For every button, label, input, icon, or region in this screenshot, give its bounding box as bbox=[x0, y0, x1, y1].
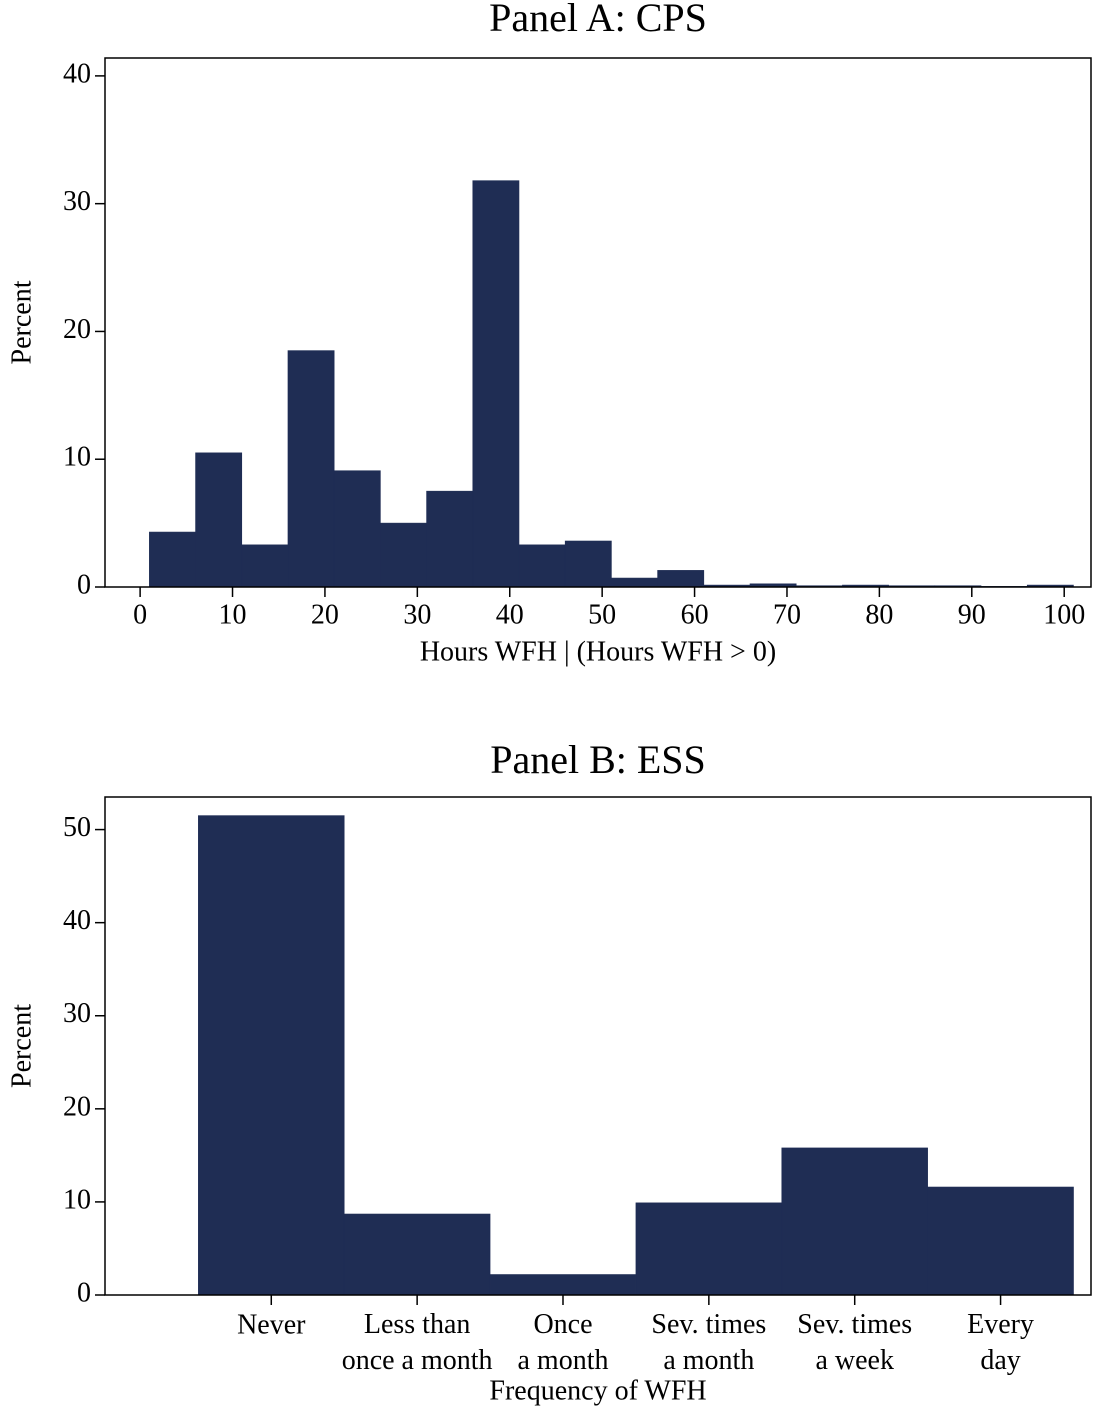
bar bbox=[611, 577, 658, 588]
y-tick-label: 10 bbox=[63, 442, 91, 473]
chart-title: Panel B: ESS bbox=[490, 737, 706, 782]
bar bbox=[287, 350, 335, 588]
bar bbox=[927, 1186, 1074, 1296]
y-tick-label: 40 bbox=[63, 58, 91, 89]
bar bbox=[333, 470, 381, 588]
y-tick-label: 20 bbox=[63, 314, 91, 345]
x-tick-label: Once a month bbox=[517, 1309, 608, 1376]
x-tick-label: 90 bbox=[958, 599, 986, 630]
x-tick-label: 0 bbox=[133, 599, 147, 630]
bar bbox=[241, 544, 289, 588]
chart-title: Panel A: CPS bbox=[489, 0, 707, 40]
x-tick-label: 60 bbox=[681, 599, 709, 630]
bar bbox=[426, 490, 474, 588]
bar bbox=[657, 570, 705, 588]
x-tick-label: 50 bbox=[588, 599, 616, 630]
y-tick-label: 20 bbox=[63, 1091, 91, 1122]
y-axis-label: Percent bbox=[6, 1004, 37, 1088]
bar bbox=[781, 1147, 928, 1296]
bar bbox=[380, 522, 427, 588]
y-axis-label: Percent bbox=[6, 280, 37, 364]
x-axis-label: Frequency of WFH bbox=[489, 1375, 706, 1406]
y-tick-label: 10 bbox=[63, 1184, 91, 1215]
x-tick-label: 40 bbox=[496, 599, 524, 630]
x-axis-label: Hours WFH | (Hours WFH > 0) bbox=[420, 636, 776, 667]
x-tick-label: Sev. times a week bbox=[797, 1309, 912, 1376]
x-tick-label: 100 bbox=[1043, 599, 1085, 630]
bar bbox=[149, 531, 196, 588]
x-tick-label: 30 bbox=[403, 599, 431, 630]
bar bbox=[489, 1274, 637, 1296]
bar bbox=[635, 1202, 783, 1296]
y-tick-label: 40 bbox=[63, 905, 91, 936]
bar bbox=[195, 452, 243, 588]
y-tick-label: 50 bbox=[63, 812, 91, 843]
x-tick-label: 80 bbox=[865, 599, 893, 630]
bar bbox=[518, 544, 566, 588]
bar bbox=[472, 180, 520, 588]
plot-frame bbox=[104, 57, 1092, 588]
x-tick-label: Sev. times a month bbox=[651, 1309, 766, 1376]
bar bbox=[343, 1213, 491, 1296]
y-tick-label: 0 bbox=[77, 569, 91, 600]
x-tick-label: Less than once a month bbox=[342, 1309, 493, 1376]
x-tick-label: Never bbox=[237, 1309, 306, 1340]
y-tick-label: 0 bbox=[77, 1277, 91, 1308]
x-tick-label: 70 bbox=[773, 599, 801, 630]
y-tick-label: 30 bbox=[63, 998, 91, 1029]
x-tick-label: 10 bbox=[219, 599, 247, 630]
plot-frame bbox=[104, 796, 1092, 1296]
x-tick-label: 20 bbox=[311, 599, 339, 630]
y-tick-label: 30 bbox=[63, 186, 91, 217]
x-tick-label: Every day bbox=[967, 1309, 1034, 1376]
bar bbox=[198, 815, 345, 1296]
bar bbox=[564, 540, 612, 588]
